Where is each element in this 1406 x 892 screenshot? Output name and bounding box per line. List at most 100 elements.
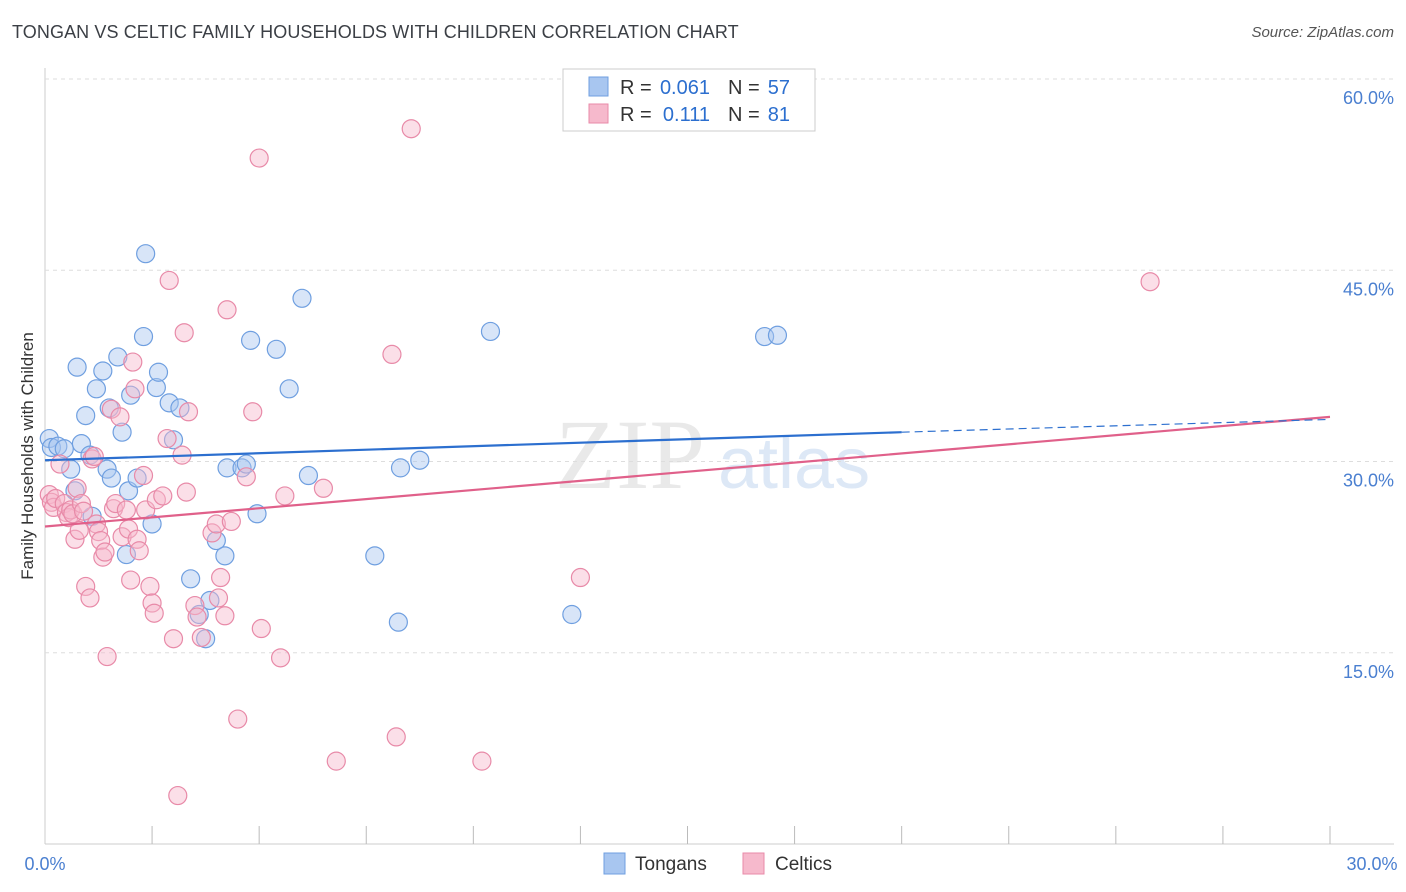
celtics-point xyxy=(163,629,184,649)
tongans-point xyxy=(67,357,87,377)
celtics-point xyxy=(221,511,241,532)
celtics-point xyxy=(116,500,136,520)
legend-tongans-r-label: R = xyxy=(620,77,652,99)
tongans-point xyxy=(767,325,788,345)
celtics-point xyxy=(84,446,104,466)
celtics-point xyxy=(123,352,143,372)
celtics-point xyxy=(401,119,421,139)
legend-celtics-n-value: 81 xyxy=(768,104,790,126)
celtics-point xyxy=(191,627,211,648)
celtics-point xyxy=(157,428,177,449)
celtics-point xyxy=(110,407,130,427)
celtics-point xyxy=(76,576,96,597)
tongans-point xyxy=(146,377,166,398)
tongans-point xyxy=(97,459,117,479)
y-tick-label: 15.0% xyxy=(1343,662,1394,682)
celtics-point xyxy=(129,541,149,561)
bottom-legend-swatch-tongans xyxy=(603,852,626,875)
celtics-trend-line xyxy=(44,415,1331,528)
y-tick-labels: 15.0% 30.0% 45.0% 60.0% xyxy=(1343,88,1394,682)
tongans-point xyxy=(388,612,408,632)
celtics-point xyxy=(187,607,207,627)
tongans-point xyxy=(562,604,582,625)
tongans-point xyxy=(410,450,430,470)
celtics-point xyxy=(211,567,231,588)
bottom-legend-label-tongans: Tongans xyxy=(635,854,707,875)
celtics-point xyxy=(176,482,196,502)
source-label: Source: ZipAtlas.com xyxy=(1251,24,1394,41)
bottom-legend-label-celtics: Celtics xyxy=(775,854,832,875)
celtics-point xyxy=(249,148,269,168)
y-tick-label: 60.0% xyxy=(1343,88,1394,108)
tongans-point xyxy=(148,362,169,382)
legend-celtics-r-label: R = xyxy=(620,104,652,126)
celtics-point xyxy=(236,467,256,487)
tongans-point xyxy=(112,422,132,442)
celtics-point xyxy=(215,606,235,626)
tongans-point xyxy=(54,439,74,459)
celtics-point xyxy=(208,588,229,608)
celtics-point xyxy=(1140,272,1160,292)
legend-tongans-n-label: N = xyxy=(728,77,760,99)
celtics-point xyxy=(472,751,492,771)
celtics-point xyxy=(174,323,194,343)
grid xyxy=(45,78,1394,654)
celtics-point xyxy=(570,567,591,588)
tongans-point xyxy=(133,326,154,347)
x-tick-label-max: 30.0% xyxy=(1346,854,1397,874)
celtics-point xyxy=(73,501,94,521)
trend-lines xyxy=(44,415,1331,528)
celtics-point xyxy=(91,530,111,551)
tongans-point xyxy=(181,569,201,589)
watermark-zip: ZIP xyxy=(555,399,705,510)
y-tick-label: 45.0% xyxy=(1343,279,1394,299)
bottom-legend-swatch-celtics xyxy=(742,852,765,875)
tongans-point xyxy=(292,288,312,308)
tongans-point xyxy=(76,406,96,426)
celtics-point xyxy=(127,529,147,549)
tongans-point xyxy=(142,514,162,534)
legend-swatch-celtics xyxy=(588,103,609,124)
y-tick-label: 30.0% xyxy=(1343,471,1394,491)
legend: R = 0.061 N = 57 R = 0.111 N = 81 xyxy=(562,68,816,132)
tongans-point xyxy=(480,321,501,342)
celtics-point xyxy=(251,618,271,639)
celtics-point xyxy=(185,595,205,616)
celtics-point xyxy=(125,379,145,399)
celtics-point xyxy=(270,648,291,668)
tongans-point xyxy=(116,544,136,565)
celtics-point xyxy=(95,542,115,562)
tongans-point xyxy=(215,546,235,566)
celtics-point xyxy=(50,454,70,474)
celtics-point xyxy=(140,576,160,597)
tongans-trend-extension xyxy=(901,418,1331,433)
celtics-point xyxy=(275,486,295,506)
data-points xyxy=(39,119,1160,806)
legend-celtics-n-label: N = xyxy=(728,104,760,126)
legend-tongans-r-value: 0.061 xyxy=(660,77,710,99)
celtics-point xyxy=(159,270,179,291)
celtics-point xyxy=(97,646,117,667)
celtics-point xyxy=(217,300,237,320)
tongans-point xyxy=(159,393,179,413)
y-axis-title: Family Households with Children xyxy=(18,332,37,580)
tongans-point xyxy=(189,604,209,625)
celtics-point xyxy=(133,465,154,486)
celtics-point xyxy=(386,727,406,747)
celtics-point xyxy=(69,520,89,540)
celtics-point xyxy=(313,478,334,498)
tongans-point xyxy=(266,339,286,359)
legend-celtics-r-value: 0.111 xyxy=(663,104,710,126)
celtics-point xyxy=(144,603,164,623)
legend-swatch-tongans xyxy=(588,76,609,97)
celtics-point xyxy=(202,523,222,543)
celtics-point xyxy=(65,529,85,549)
celtics-point xyxy=(206,514,226,534)
tongans-point xyxy=(241,330,261,350)
celtics-point xyxy=(71,493,92,514)
celtics-point xyxy=(228,709,248,729)
tongans-point xyxy=(108,347,128,367)
tongans-point xyxy=(93,361,113,381)
x-tick-label-min: 0.0% xyxy=(24,854,65,874)
